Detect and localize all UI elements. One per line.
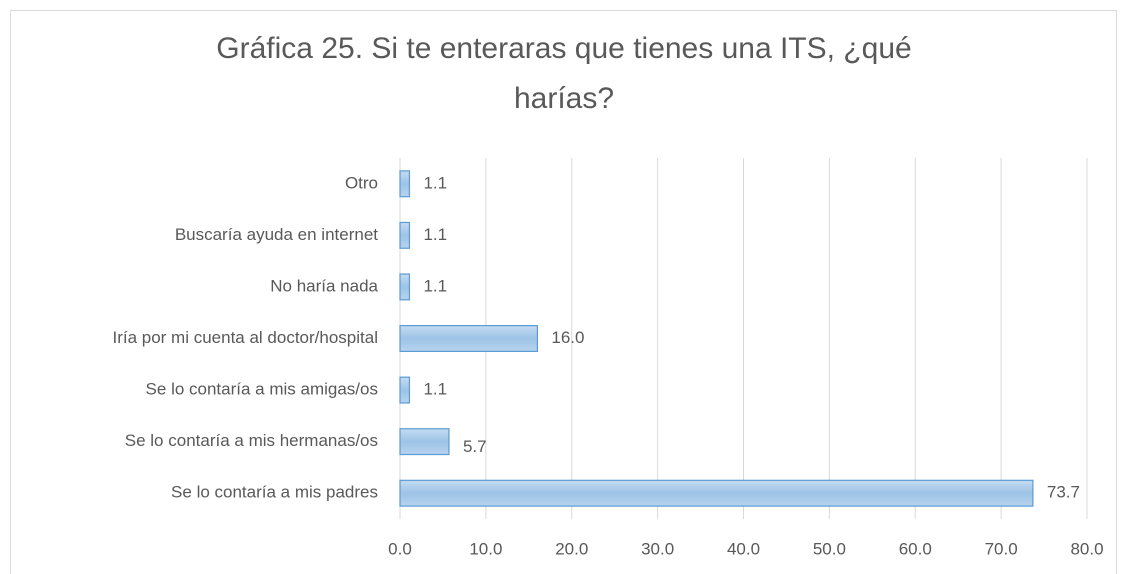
- bar: [399, 479, 1034, 507]
- y-tick-label: Se lo contaría a mis padres: [171, 483, 378, 502]
- x-tick-label: 80.0: [1070, 539, 1103, 558]
- data-label: 1.1: [423, 225, 447, 244]
- x-tick-label: 20.0: [555, 539, 588, 558]
- bar: [399, 376, 411, 404]
- x-tick-label: 0.0: [388, 539, 412, 558]
- bar: [399, 428, 450, 456]
- y-tick-label: No haría nada: [270, 276, 378, 295]
- data-label: 1.1: [423, 276, 447, 295]
- data-label: 16.0: [551, 328, 584, 347]
- y-tick-label: Se lo contaría a mis amigas/os: [146, 380, 378, 399]
- bar: [399, 273, 411, 301]
- x-tick-label: 70.0: [985, 539, 1018, 558]
- y-tick-label: Se lo contaría a mis hermanas/os: [125, 431, 378, 450]
- x-tick-label: 30.0: [641, 539, 674, 558]
- y-tick-label: Buscaría ayuda en internet: [175, 225, 378, 244]
- x-tick-label: 50.0: [813, 539, 846, 558]
- bar: [399, 221, 411, 249]
- x-tick-label: 10.0: [469, 539, 502, 558]
- data-label: 73.7: [1047, 483, 1080, 502]
- data-label: 1.1: [423, 380, 447, 399]
- y-tick-label: Otro: [345, 173, 378, 192]
- chart-title: Gráfica 25. Si te enteraras que tienes u…: [216, 32, 912, 115]
- data-label: 5.7: [463, 437, 487, 456]
- bar: [399, 170, 411, 198]
- x-tick-label: 60.0: [899, 539, 932, 558]
- bar: [399, 325, 538, 352]
- y-tick-label: Iría por mi cuenta al doctor/hospital: [112, 328, 378, 347]
- chart-frame: [10, 10, 1117, 574]
- data-label: 1.1: [423, 173, 447, 192]
- x-tick-label: 40.0: [727, 539, 760, 558]
